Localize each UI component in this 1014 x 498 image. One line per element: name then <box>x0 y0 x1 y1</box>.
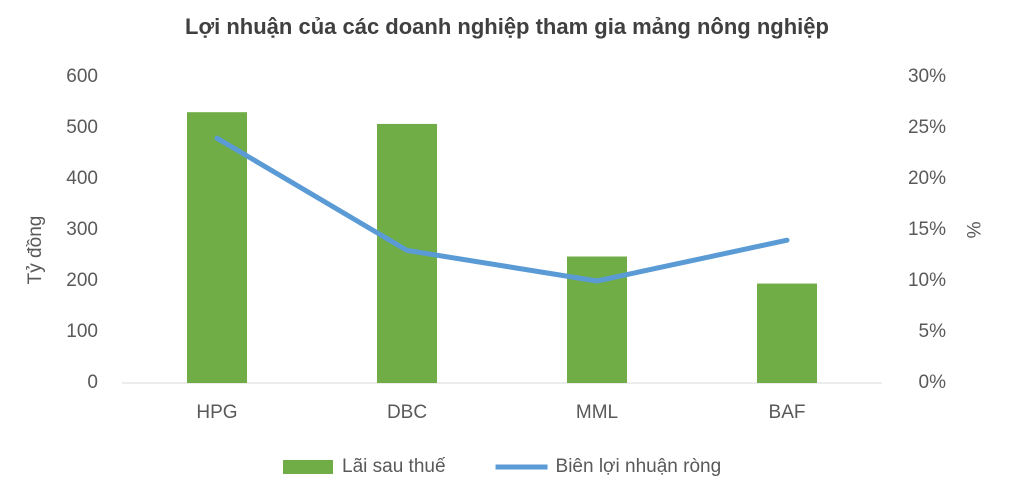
y2-axis-title: % <box>962 222 983 239</box>
bar <box>757 283 817 383</box>
y-tick-label: 0 <box>87 372 98 393</box>
y2-tick-label: 0% <box>919 372 947 393</box>
y2-tick-label: 5% <box>919 321 947 342</box>
y2-tick-label: 10% <box>908 270 946 291</box>
y-tick-label: 100 <box>66 321 98 342</box>
chart-title: Lợi nhuận của các doanh nghiệp tham gia … <box>185 14 829 39</box>
y-tick-label: 600 <box>66 66 98 87</box>
y-tick-label: 200 <box>66 270 98 291</box>
line <box>214 135 790 284</box>
x-tick-label: HPG <box>196 402 237 423</box>
x-tick-label: MML <box>576 402 618 423</box>
y2-tick-label: 25% <box>908 117 946 138</box>
legend-swatch <box>283 460 333 474</box>
legend-label: Biên lợi nhuận ròng <box>556 456 722 477</box>
y-tick-label: 500 <box>66 117 98 138</box>
y2-tick-label: 30% <box>908 66 946 87</box>
y-tick-label: 400 <box>66 168 98 189</box>
y-tick-label: 300 <box>66 219 98 240</box>
x-tick-label: BAF <box>769 402 806 423</box>
y2-tick-label: 15% <box>908 219 946 240</box>
legend-label: Lãi sau thuế <box>342 456 446 477</box>
y2-tick-label: 20% <box>908 168 946 189</box>
x-tick-label: DBC <box>387 402 427 423</box>
bar <box>187 112 247 383</box>
y-axis-title: Tỷ đồng <box>25 216 46 285</box>
